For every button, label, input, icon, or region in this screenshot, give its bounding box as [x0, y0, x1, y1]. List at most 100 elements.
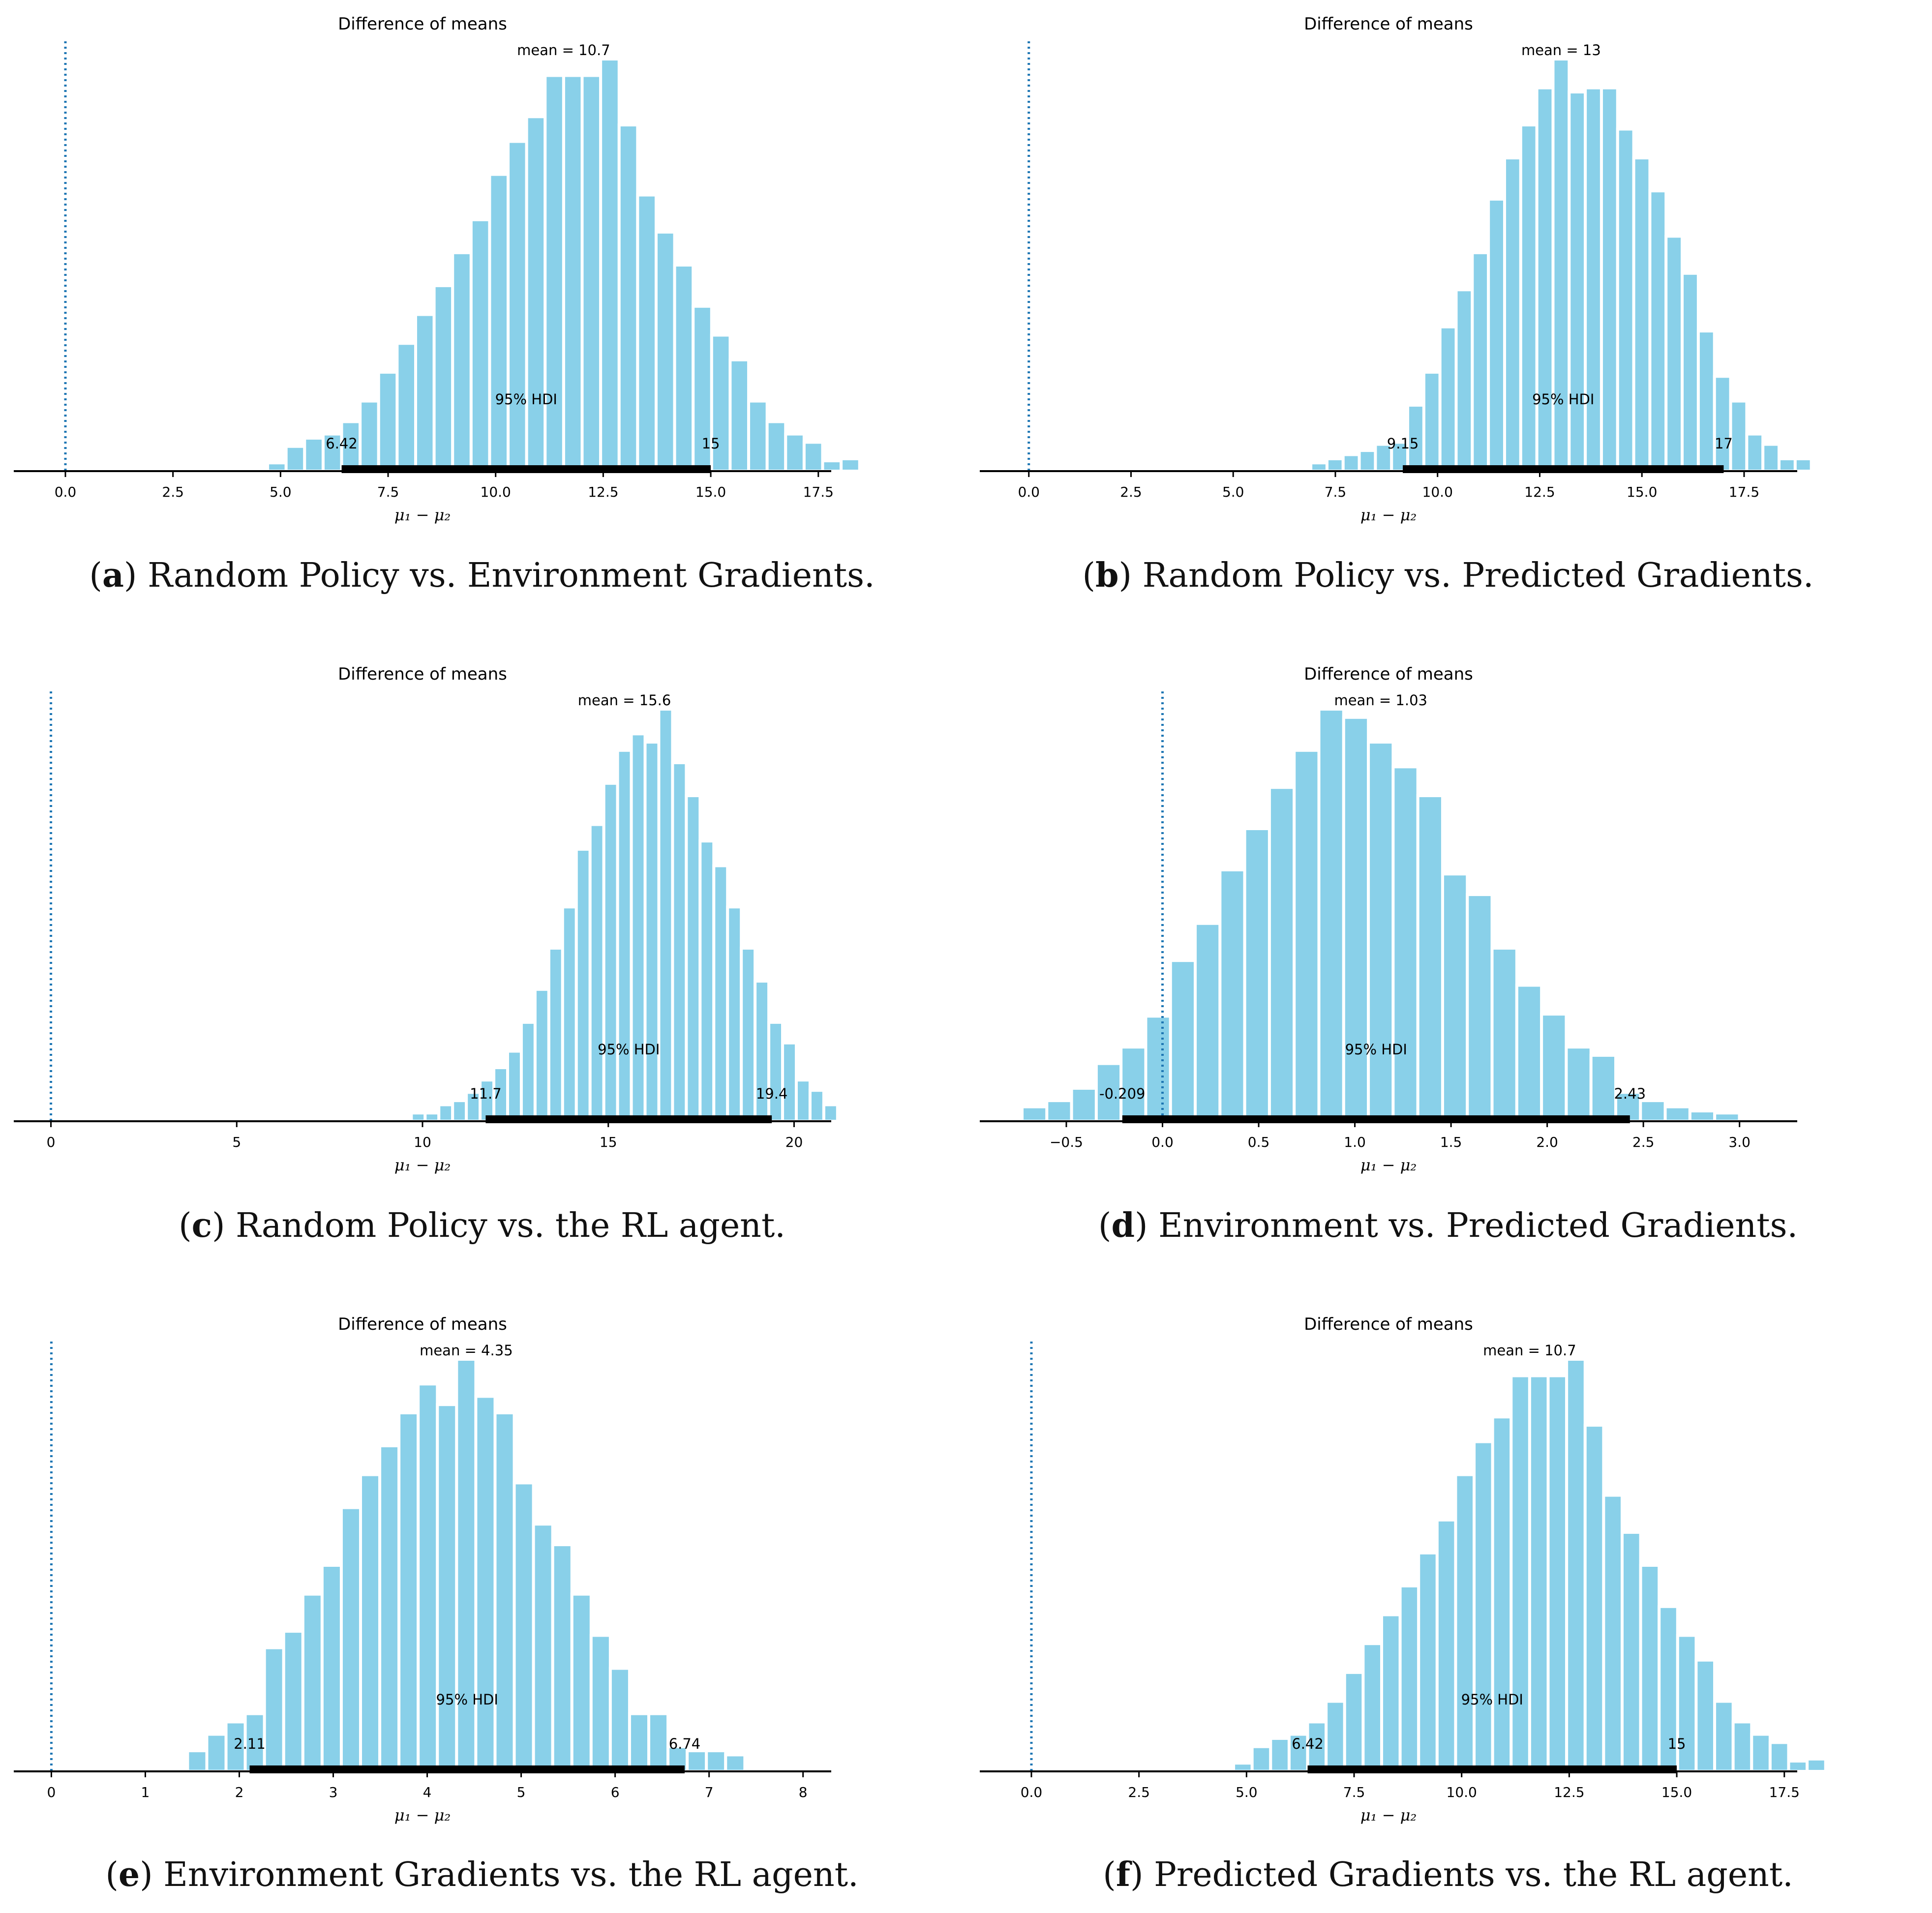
chart-b: 0.0 2.5 5.0 7.5 10.0 12.5 15.0 17.5 Difference o… — [980, 14, 1813, 524]
mean-label: mean = 15.6 — [578, 692, 671, 709]
x-tick-label: 6 — [611, 1784, 620, 1800]
histogram-bar — [698, 839, 716, 1123]
histogram-bar — [1232, 1762, 1254, 1773]
histogram-bar — [1713, 375, 1732, 473]
histogram-bar — [1325, 457, 1345, 473]
histogram-bar — [562, 74, 584, 473]
x-tick-label: 5 — [232, 1134, 241, 1150]
histogram-bar — [1519, 123, 1539, 473]
panel-d: −0.5 0.0 0.5 1.0 1.5 2.0 2.5 3.0 Difference of m… — [966, 650, 1932, 1289]
histogram-bar — [282, 1630, 304, 1773]
histogram-bar — [580, 74, 603, 473]
histogram-bar — [822, 1103, 839, 1123]
caption-text: Predicted Gradients vs. the RL agent. — [1154, 1855, 1793, 1894]
x-tick-label: 17.5 — [1729, 484, 1759, 500]
histogram-bar — [1466, 893, 1494, 1123]
histogram-bar — [1325, 1700, 1346, 1773]
x-axis-label: μ₁ − μ₂ — [1360, 1806, 1417, 1824]
histogram-bar — [1218, 868, 1246, 1123]
histogram-bar — [519, 1020, 537, 1123]
hdi-low-label: -0.209 — [1099, 1085, 1146, 1102]
histogram-bar — [359, 399, 380, 473]
x-tick-label: 7.5 — [377, 484, 399, 500]
x-tick-label: 0 — [47, 1134, 56, 1150]
histogram-bar — [1793, 457, 1813, 473]
caption-letter: d — [1111, 1206, 1135, 1245]
hdi-high-label: 2.43 — [1614, 1085, 1646, 1102]
histogram-bar — [1584, 86, 1603, 473]
histogram-bar — [513, 1481, 535, 1773]
histogram-bar — [747, 399, 769, 473]
histogram-bar — [561, 905, 578, 1123]
histogram-bar — [740, 947, 757, 1123]
histogram-bar — [1169, 959, 1197, 1123]
x-tick-label: 5 — [517, 1784, 526, 1800]
histogram-bar — [525, 115, 547, 473]
histogram-bar — [414, 313, 436, 473]
panel-f: 0.0 2.5 5.0 7.5 10.0 12.5 15.0 17.5 Difference o… — [966, 1300, 1932, 1913]
chart-title: Difference of means — [338, 664, 507, 684]
histogram-bar — [1144, 1015, 1172, 1123]
histogram-bar — [1688, 1109, 1717, 1123]
chart-a: 0.0 2.5 5.0 7.5 10.0 12.5 15.0 17.5 Difference o… — [14, 14, 861, 524]
x-tick-label: 10.0 — [481, 484, 511, 500]
histogram-bar — [1250, 1745, 1272, 1773]
mean-label: mean = 10.7 — [517, 42, 610, 59]
x-tick-label: 17.5 — [1769, 1784, 1800, 1800]
x-tick-label: 10.0 — [1447, 1784, 1477, 1800]
histogram-bar — [1471, 251, 1490, 473]
histogram-bar — [821, 459, 843, 473]
hdi-label: 95% HDI — [598, 1041, 660, 1058]
hdi-label: 95% HDI — [1345, 1041, 1407, 1058]
histogram-bar — [205, 1733, 228, 1773]
caption-b: (b) Random Policy vs. Predicted Gradient… — [1082, 556, 1814, 595]
caption-letter: f — [1116, 1855, 1130, 1894]
histogram-bar — [1565, 1046, 1593, 1123]
x-tick-label: 5.0 — [1236, 1784, 1258, 1800]
histogram-bar — [673, 264, 695, 473]
histogram-bar — [1361, 1642, 1384, 1773]
x-tick-label: 7 — [705, 1784, 714, 1800]
chart-title: Difference of means — [1304, 1315, 1473, 1334]
histogram-bar — [378, 1444, 401, 1773]
histogram-bar — [1664, 235, 1684, 473]
histogram-bar — [1293, 748, 1321, 1123]
x-tick-label: 1 — [141, 1784, 150, 1800]
histogram-bar — [303, 436, 325, 473]
x-tick-label: 3.0 — [1728, 1134, 1751, 1150]
caption-f: (f) Predicted Gradients vs. the RL agent… — [1103, 1855, 1793, 1894]
histogram-bar — [1045, 1099, 1073, 1123]
hdi-high-label: 19.4 — [756, 1085, 788, 1102]
mean-label: mean = 10.7 — [1483, 1342, 1576, 1359]
histogram-bar — [186, 1749, 209, 1773]
histogram-bar — [451, 251, 473, 473]
histogram-bar — [1546, 1374, 1569, 1773]
histogram-bar — [765, 420, 787, 473]
histogram-bar — [1380, 1613, 1402, 1773]
histogram-bar — [1745, 432, 1765, 473]
histogram-bar — [1551, 58, 1571, 473]
histogram-bar — [465, 1091, 482, 1123]
histogram-bar — [1528, 1374, 1550, 1773]
histogram-bar — [1268, 786, 1296, 1123]
histogram-bar — [781, 1041, 798, 1123]
x-tick-label: 0.0 — [1151, 1134, 1174, 1150]
hdi-low-label: 6.42 — [326, 435, 358, 452]
histogram-bar — [1491, 1415, 1513, 1773]
histogram-bar — [1341, 453, 1361, 473]
histogram-bar — [1317, 708, 1345, 1123]
chart-title: Difference of means — [1304, 664, 1473, 684]
histogram-bar — [1778, 457, 1797, 473]
caption-d: (d) Environment vs. Predicted Gradients. — [1098, 1206, 1798, 1245]
x-tick-label: 0 — [47, 1784, 56, 1800]
chart-title: Difference of means — [1304, 14, 1473, 34]
histogram-bar — [808, 1089, 825, 1123]
histogram-bar — [1398, 1584, 1420, 1773]
caption-text: Random Policy vs. the RL agent. — [236, 1206, 785, 1245]
x-tick-label: 12.5 — [1524, 484, 1555, 500]
x-tick-label: −0.5 — [1050, 1134, 1083, 1150]
x-tick-label: 15 — [600, 1134, 617, 1150]
caption-c: (c) Random Policy vs. the RL agent. — [179, 1206, 785, 1245]
histogram-bar — [301, 1592, 324, 1773]
